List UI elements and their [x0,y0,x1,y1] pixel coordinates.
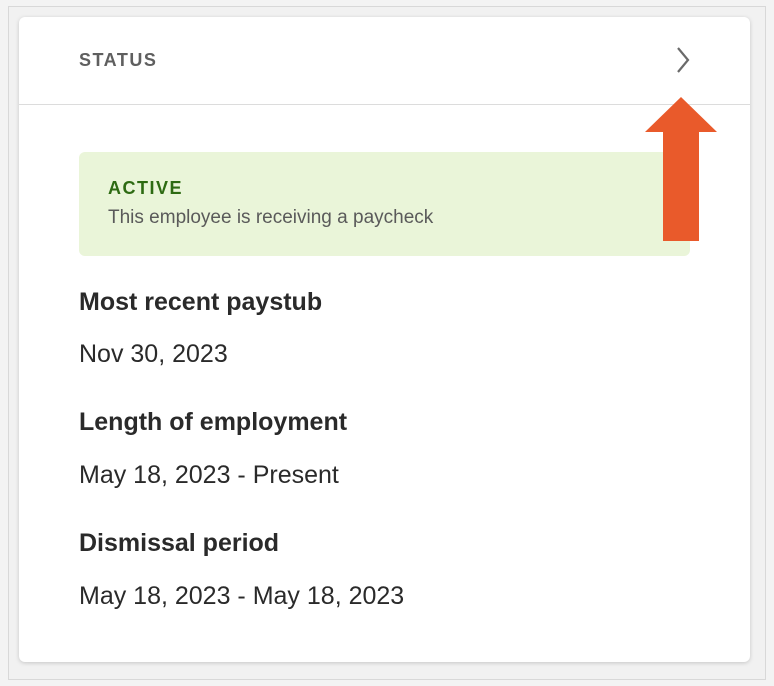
employment-length-value: May 18, 2023 - Present [79,461,339,489]
status-label: ACTIVE [108,178,184,198]
dismissal-period-label: Dismissal period [79,529,280,557]
status-card: STATUS ACTIVE This employee is receiving… [19,17,750,662]
dismissal-period-value: May 18, 2023 - May 18, 2023 [79,582,405,610]
card-title: STATUS [79,50,158,70]
status-description: This employee is receiving a paycheck [108,207,434,228]
arrow-up-icon [645,97,717,241]
chevron-right-icon[interactable] [669,45,697,75]
card-header: STATUS [19,17,750,105]
status-badge: ACTIVE This employee is receiving a payc… [79,152,690,256]
employment-length-label: Length of employment [79,408,348,436]
paystub-value: Nov 30, 2023 [79,340,228,368]
paystub-label: Most recent paystub [79,288,323,316]
